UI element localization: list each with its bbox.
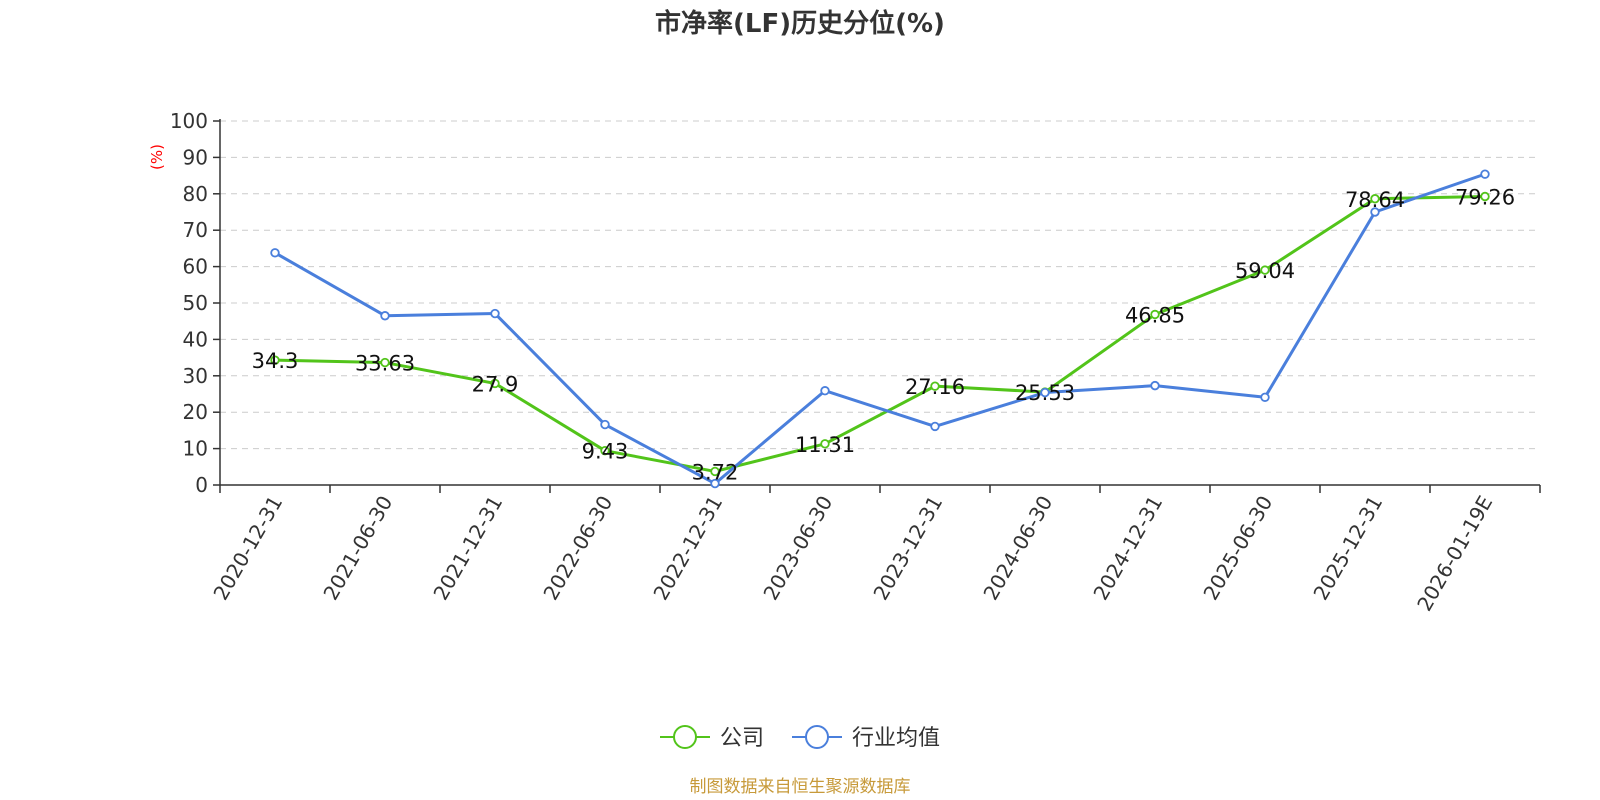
data-label: 27.16 xyxy=(905,375,965,399)
legend-marker-icon xyxy=(673,725,697,749)
data-label: 46.85 xyxy=(1125,303,1185,327)
data-point xyxy=(1370,194,1380,204)
data-label: 34.3 xyxy=(252,349,299,373)
data-point xyxy=(490,308,500,319)
y-tick-label: 90 xyxy=(183,145,208,169)
data-point xyxy=(380,357,390,368)
series-layer xyxy=(270,169,1490,489)
axes xyxy=(219,119,1540,486)
y-axis-ticks: 0 10 20 30 40 50 60 70 80 90 100 xyxy=(170,109,220,497)
data-point xyxy=(600,445,610,456)
legend-item-1[interactable]: 行业均值 xyxy=(792,725,940,751)
data-point xyxy=(710,466,720,477)
data-label: 27.9 xyxy=(472,372,519,396)
series-line-0 xyxy=(274,194,1486,473)
x-tick-label: 2024-12-31 xyxy=(1088,492,1167,605)
y-tick-label: 50 xyxy=(183,291,208,315)
data-point xyxy=(1480,169,1490,179)
data-point xyxy=(710,478,720,489)
data-label: 78.64 xyxy=(1345,188,1405,212)
data-point xyxy=(380,311,390,321)
x-tick-label: 2022-12-31 xyxy=(648,492,727,605)
x-tick-label: 2021-06-30 xyxy=(318,492,397,605)
data-label: 3.72 xyxy=(692,460,739,484)
data-label: 79.26 xyxy=(1455,185,1515,209)
data-point xyxy=(1150,309,1160,320)
legend-marker-icon xyxy=(805,725,829,749)
y-tick-label: 40 xyxy=(183,327,208,351)
y-tick-label: 20 xyxy=(183,400,208,424)
data-point xyxy=(600,419,610,430)
data-point xyxy=(1370,207,1380,217)
data-point xyxy=(820,439,830,449)
data-point xyxy=(930,421,940,432)
legend-item-0[interactable]: 公司 xyxy=(660,725,764,751)
x-tick-label: 2022-06-30 xyxy=(538,492,617,605)
data-point xyxy=(490,378,500,389)
y-tick-label: 70 xyxy=(183,218,208,242)
y-tick-label: 60 xyxy=(183,255,208,279)
grid-lines xyxy=(220,120,1540,450)
data-labels: 34.3 33.63 27.9 9.43 3.72 11.31 27.16 25.53 46.8… xyxy=(252,185,1515,484)
x-tick-label: 2025-12-31 xyxy=(1308,492,1387,605)
data-point xyxy=(1480,191,1490,202)
y-tick-label: 100 xyxy=(170,109,208,133)
data-point xyxy=(820,386,830,396)
data-point xyxy=(1260,392,1270,402)
y-tick-label: 80 xyxy=(183,182,208,206)
y-tick-label: 0 xyxy=(195,473,208,497)
data-label: 33.63 xyxy=(355,352,415,376)
data-label: 25.53 xyxy=(1015,381,1075,405)
data-label: 9.43 xyxy=(582,440,629,464)
y-axis-label: (%) xyxy=(148,144,166,170)
x-axis-ticks: 2020-12-31 2021-06-30 2021-12-31 2022-06-30… xyxy=(208,485,1541,616)
data-point xyxy=(930,381,940,391)
legend[interactable]: 公司 行业均值 xyxy=(660,725,940,751)
x-tick-label: 2024-06-30 xyxy=(978,492,1057,605)
data-label: 59.04 xyxy=(1235,259,1295,283)
y-tick-label: 30 xyxy=(183,364,208,388)
data-point xyxy=(1150,380,1160,391)
data-point xyxy=(1040,387,1050,398)
x-tick-label: 2025-06-30 xyxy=(1198,492,1277,605)
chart-title: 市净率(LF)历史分位(%) xyxy=(655,8,945,39)
y-tick-label: 10 xyxy=(183,437,208,461)
source-note: 制图数据来自恒生聚源数据库 xyxy=(690,777,911,797)
legend-label: 公司 xyxy=(720,726,764,751)
x-tick-label: 2023-12-31 xyxy=(868,492,947,605)
x-tick-label: 2021-12-31 xyxy=(428,492,507,605)
x-tick-label: 2020-12-31 xyxy=(208,492,287,605)
data-label: 11.31 xyxy=(795,433,855,457)
data-point xyxy=(270,355,280,365)
data-point xyxy=(270,248,280,258)
x-tick-label: 2023-06-30 xyxy=(758,492,837,605)
data-point xyxy=(1260,265,1270,275)
x-tick-label: 2026-01-19E xyxy=(1412,492,1497,616)
series-line-1 xyxy=(274,172,1486,486)
legend-label: 行业均值 xyxy=(852,726,940,751)
